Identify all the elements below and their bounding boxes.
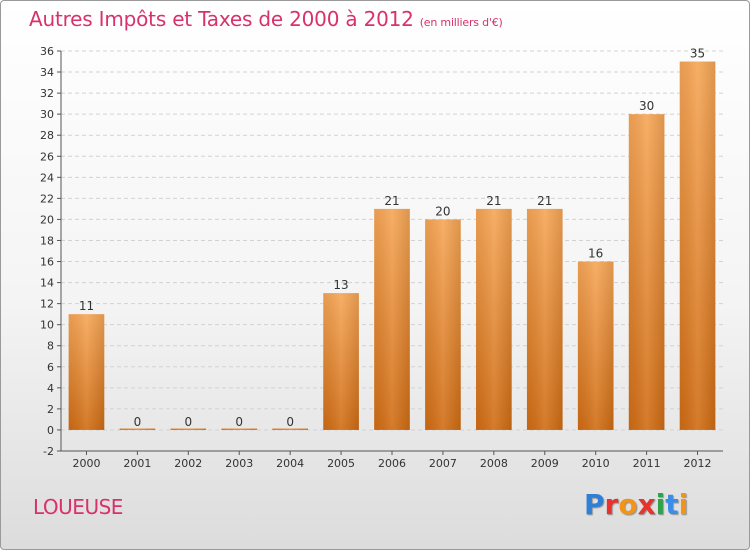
y-tick-label: 6 xyxy=(47,361,54,374)
x-tick-label: 2011 xyxy=(633,457,661,470)
x-tick-label: 2008 xyxy=(480,457,508,470)
data-label: 0 xyxy=(134,415,142,429)
y-tick-label: 16 xyxy=(40,256,54,269)
x-tick-label: 2010 xyxy=(582,457,610,470)
data-label: 0 xyxy=(184,415,192,429)
bar-shade-2005 xyxy=(323,293,359,430)
bar-shade-2009 xyxy=(526,208,563,430)
y-tick-label: 26 xyxy=(40,150,54,163)
y-tick-label: 30 xyxy=(40,108,54,121)
bar-shade-2011 xyxy=(628,114,665,430)
bar-shade-2007 xyxy=(425,219,461,430)
data-label: 20 xyxy=(435,204,450,218)
data-label: 11 xyxy=(79,299,94,313)
bar-shade-2003 xyxy=(221,428,258,430)
chart-title-text: Autres Impôts et Taxes de 2000 à 2012 xyxy=(29,7,414,31)
data-label: 21 xyxy=(486,194,501,208)
data-label: 21 xyxy=(537,194,552,208)
chart-title: Autres Impôts et Taxes de 2000 à 2012 (en… xyxy=(29,7,503,31)
data-label: 0 xyxy=(235,415,243,429)
data-label: 16 xyxy=(588,247,603,261)
x-tick-label: 2012 xyxy=(684,457,712,470)
y-tick-label: 32 xyxy=(40,87,54,100)
bar-shade-2002 xyxy=(170,428,207,430)
x-tick-label: 2002 xyxy=(174,457,202,470)
y-tick-label: 4 xyxy=(47,382,54,395)
x-tick-label: 2003 xyxy=(225,457,253,470)
data-label: 13 xyxy=(333,278,348,292)
x-tick-label: 2000 xyxy=(72,457,100,470)
y-tick-label: 14 xyxy=(40,277,54,290)
bar-shade-2012 xyxy=(679,61,716,430)
data-label: 30 xyxy=(639,99,654,113)
bars xyxy=(68,61,716,430)
y-tick-label: 12 xyxy=(40,298,54,311)
commune-name: LOUEUSE xyxy=(33,495,123,519)
y-tick-label: 24 xyxy=(40,171,54,184)
x-tick-label: 2007 xyxy=(429,457,457,470)
data-label: 21 xyxy=(384,194,399,208)
bar-shade-2006 xyxy=(374,208,410,430)
data-label: 0 xyxy=(286,415,294,429)
chart-unit: (en milliers d'€) xyxy=(419,16,503,29)
y-tick-label: 10 xyxy=(40,319,54,332)
bar-shade-2004 xyxy=(272,428,308,430)
y-tick-label: 2 xyxy=(47,403,54,416)
bar-shade-2000 xyxy=(68,314,105,430)
x-tick-label: 2005 xyxy=(327,457,355,470)
bar-shade-2001 xyxy=(119,428,156,430)
x-tick-label: 2006 xyxy=(378,457,406,470)
y-tick-label: -2 xyxy=(43,445,54,458)
bar-shade-2010 xyxy=(577,261,614,430)
x-tick-label: 2001 xyxy=(123,457,151,470)
bar-shade-2008 xyxy=(476,208,512,430)
y-tick-label: 20 xyxy=(40,213,54,226)
y-tick-label: 34 xyxy=(40,66,54,79)
data-labels: 11 0 0 0 0 13 21 20 21 21 16 30 35 xyxy=(79,47,705,429)
data-label: 35 xyxy=(690,47,705,61)
y-tick-label: 36 xyxy=(40,45,54,58)
y-tick-label: 28 xyxy=(40,129,54,142)
x-tick-label: 2004 xyxy=(276,457,304,470)
x-tick-label: 2009 xyxy=(531,457,559,470)
y-tick-label: 22 xyxy=(40,192,54,205)
y-tick-label: 0 xyxy=(47,424,54,437)
y-tick-label: 18 xyxy=(40,234,54,247)
y-tick-label: 8 xyxy=(47,340,54,353)
proxiti-logo[interactable]: Proxiti xyxy=(584,488,689,521)
